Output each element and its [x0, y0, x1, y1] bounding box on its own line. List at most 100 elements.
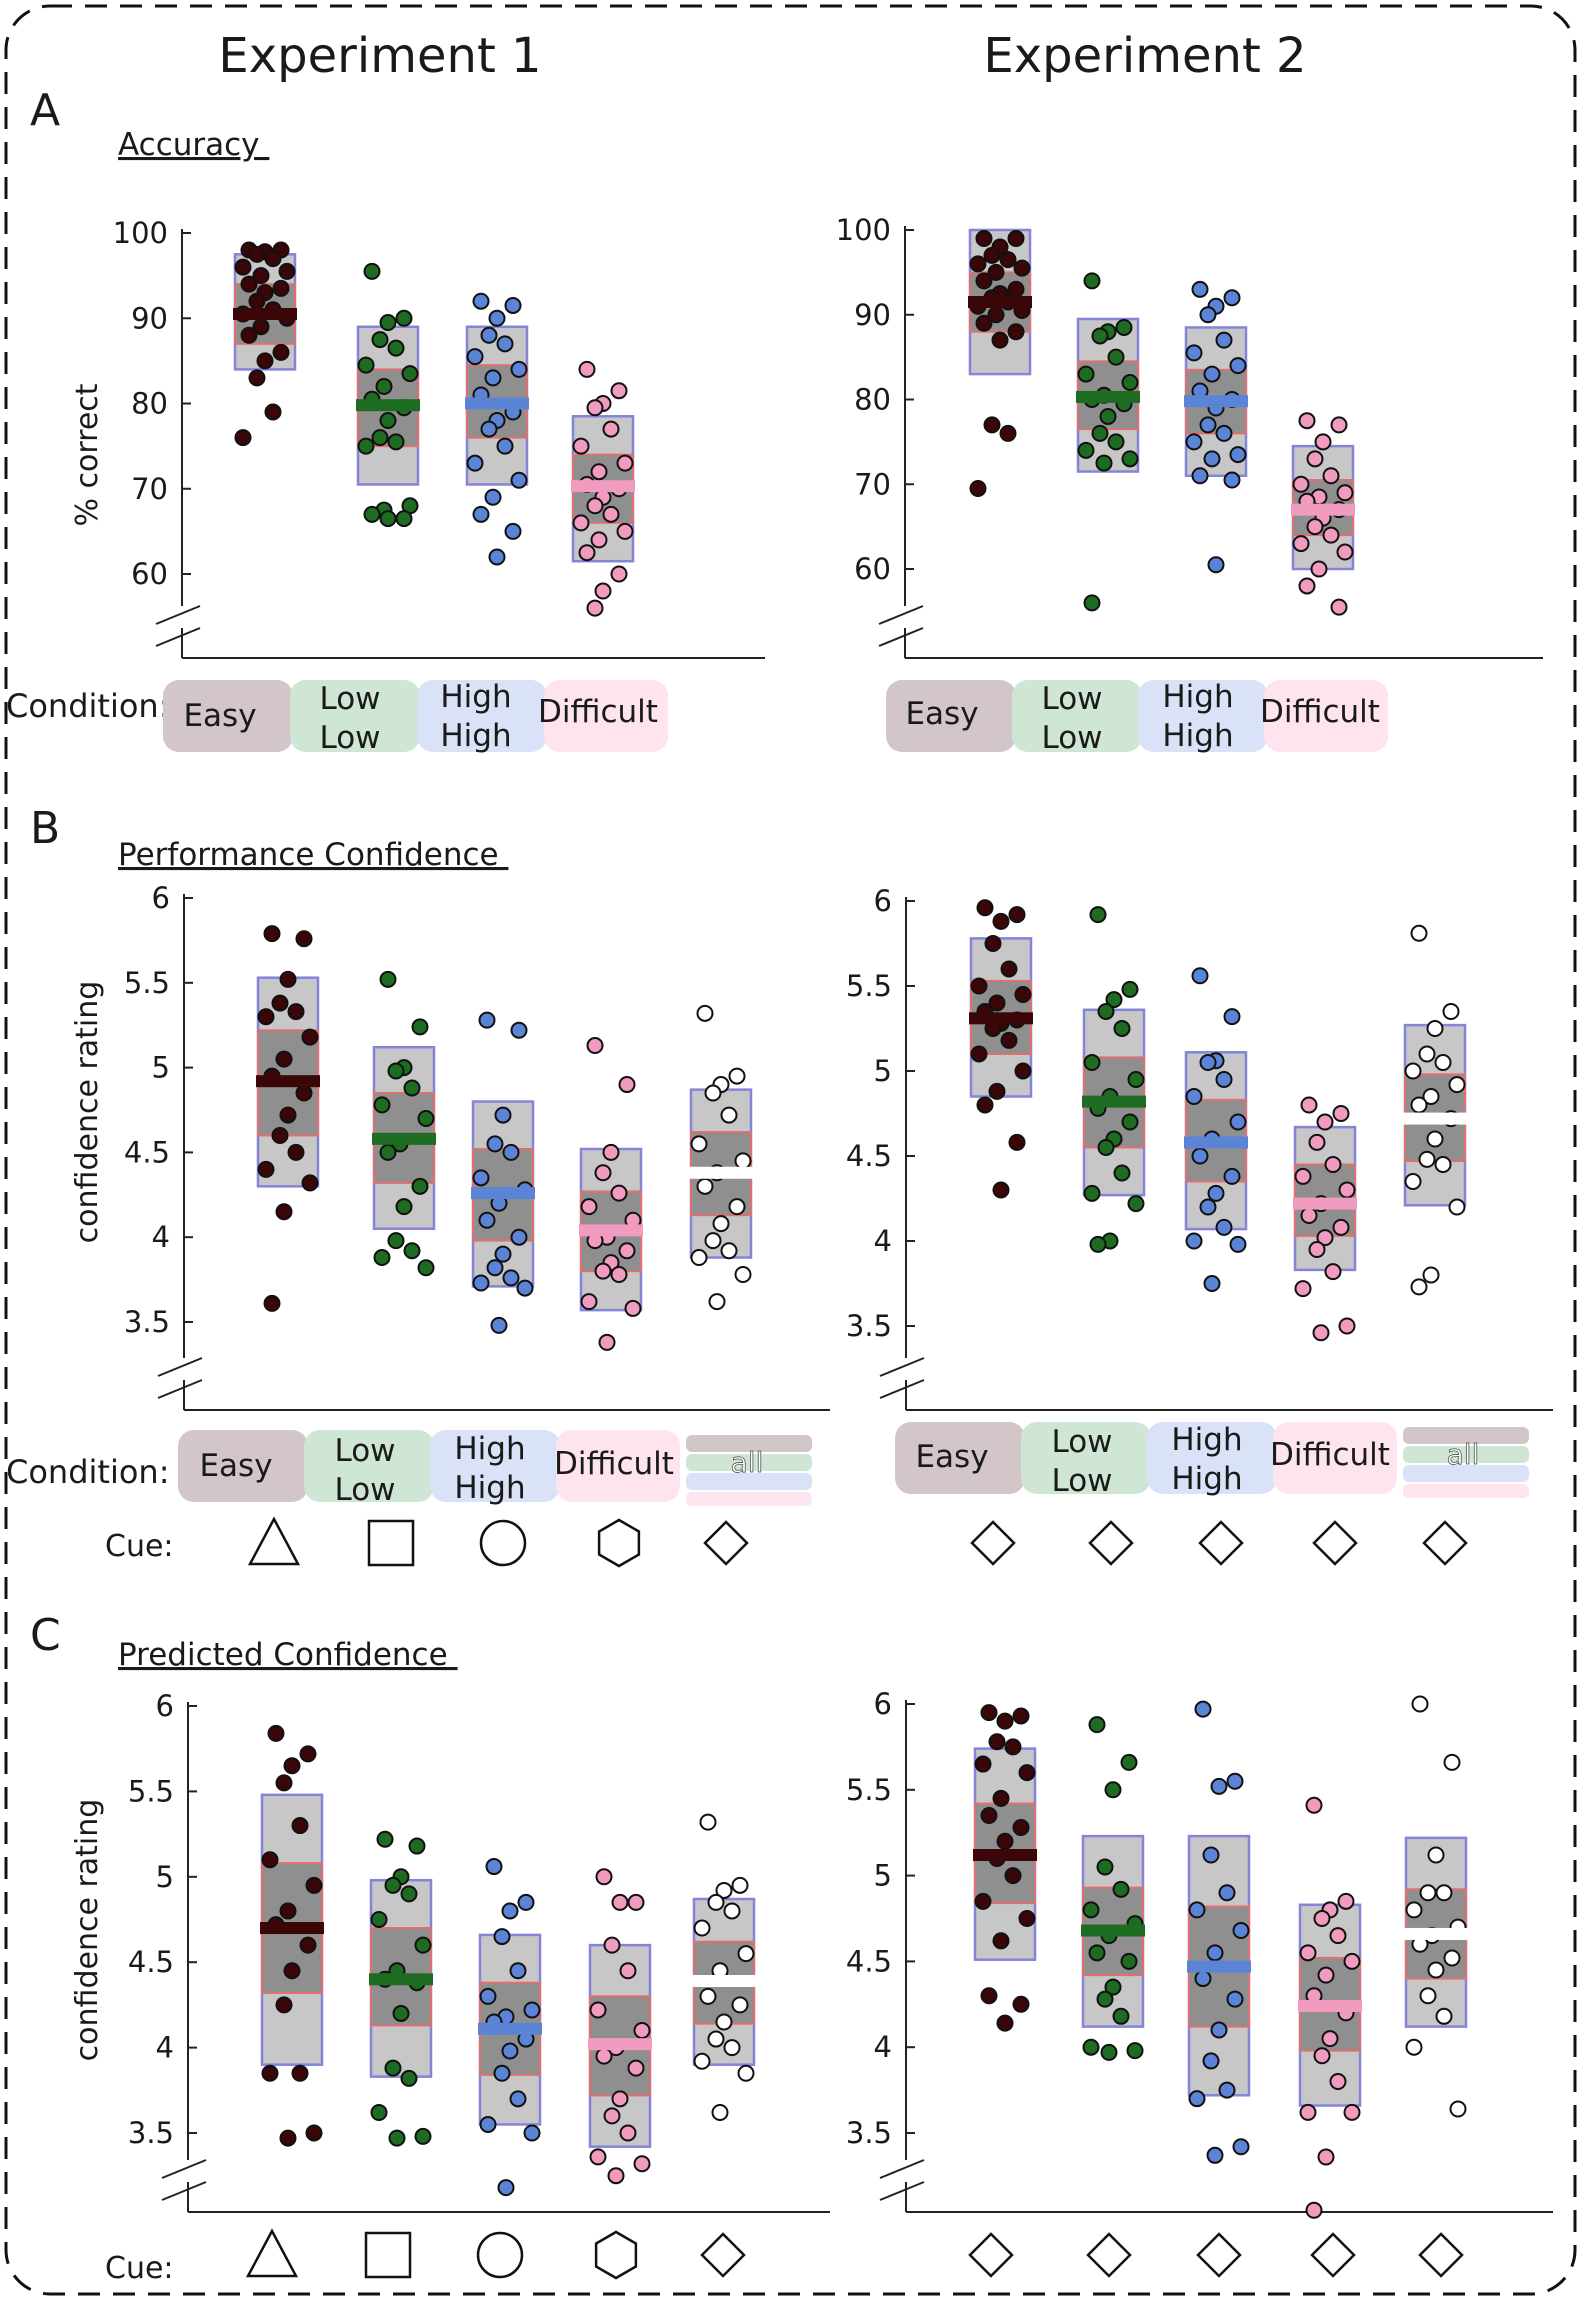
y-tick-label: 90	[854, 298, 891, 332]
axis-break-mark	[878, 605, 924, 625]
pill-lowlow	[304, 1430, 434, 1502]
data-point	[572, 514, 590, 532]
data-point	[1127, 1195, 1145, 1213]
data-point	[1113, 1020, 1131, 1037]
data-point	[1096, 1990, 1114, 2008]
mean-bar	[1081, 1924, 1145, 1937]
series-high-high	[1187, 1700, 1251, 2164]
data-point	[1104, 1978, 1122, 1996]
data-point	[618, 1242, 636, 1260]
series-easy	[969, 899, 1033, 1199]
y-tick-label: 3.5	[846, 2116, 892, 2150]
data-point	[1121, 450, 1139, 468]
data-point	[1191, 967, 1209, 985]
data-point	[1215, 1218, 1233, 1236]
chart-b1: 3.5 4 4.5 5 5.5 6	[124, 881, 830, 1411]
pill-all-stripe-lowlow	[686, 1454, 812, 1471]
data-point	[1107, 433, 1125, 451]
data-point	[611, 2090, 629, 2108]
data-point	[1422, 1088, 1440, 1105]
data-point	[690, 1135, 708, 1153]
data-point	[699, 1813, 717, 1831]
series-easy	[973, 1704, 1037, 2032]
data-point	[1418, 1150, 1436, 1168]
triangle-icon	[247, 1516, 301, 1566]
data-point	[384, 1876, 402, 1894]
mean-bar	[1184, 395, 1248, 408]
pill-lowlow-line1: Low	[1041, 681, 1102, 717]
data-point	[1215, 1071, 1233, 1088]
data-point	[1104, 1781, 1122, 1799]
cue-label-c: Cue:	[105, 2251, 174, 2286]
data-point	[248, 292, 266, 310]
data-point	[1105, 991, 1123, 1009]
data-point	[1306, 518, 1324, 536]
pill-highhigh	[1147, 1422, 1277, 1494]
data-point	[1426, 1020, 1444, 1037]
series-all	[1403, 924, 1467, 1296]
data-point	[257, 1008, 275, 1026]
data-point	[610, 565, 628, 583]
pill-difficult-label: Difficult	[538, 694, 658, 730]
pill-highhigh-line2: High	[1171, 1461, 1242, 1497]
data-point	[586, 399, 604, 417]
data-point	[734, 1152, 752, 1170]
data-point	[1077, 365, 1095, 383]
data-point	[261, 1851, 279, 1869]
data-point	[969, 255, 987, 273]
data-point	[1088, 1716, 1106, 1734]
data-point	[974, 1755, 992, 1773]
y-tick-label: 4	[874, 2030, 892, 2064]
undefined	[1312, 1520, 1358, 1566]
y-tick-label: 5	[874, 1859, 892, 1893]
panel-letter-b: B	[30, 803, 60, 854]
data-point	[403, 1079, 421, 1097]
data-point	[1082, 1901, 1100, 1919]
data-point	[1316, 1113, 1334, 1131]
mean-bar	[356, 399, 420, 412]
pill-easy	[886, 680, 1016, 752]
data-point	[1218, 1884, 1236, 1902]
condition-label-b: Condition:	[6, 1453, 169, 1491]
data-point	[271, 1126, 289, 1144]
mean-bar	[1404, 1927, 1468, 1940]
data-point	[283, 1757, 301, 1775]
cue-row-b	[247, 1516, 1468, 1568]
data-point	[486, 1135, 504, 1153]
data-point	[1199, 1198, 1217, 1216]
series-easy	[968, 228, 1032, 497]
data-point	[1299, 1944, 1317, 1962]
data-point	[586, 497, 604, 515]
data-point	[1018, 1764, 1036, 1782]
data-point	[484, 369, 502, 387]
data-point	[373, 1249, 391, 1267]
data-point	[234, 429, 252, 447]
data-point	[589, 2001, 607, 2019]
data-point	[723, 1902, 741, 1920]
header-experiment-2: Experiment 2	[983, 28, 1306, 84]
data-point	[510, 1021, 528, 1039]
data-point	[1127, 1071, 1145, 1088]
data-point	[1121, 1113, 1139, 1131]
data-point	[610, 1184, 628, 1202]
data-point	[737, 1945, 755, 1963]
data-point	[607, 2167, 625, 2185]
series-easy	[256, 925, 320, 1312]
series-difficult	[1291, 412, 1355, 616]
condition-row-b2: Easy Low Low High High Difficult all	[895, 1422, 1529, 1499]
y-tick-label: 60	[854, 552, 891, 586]
data-point	[1426, 1130, 1444, 1148]
pill-highhigh	[417, 680, 547, 752]
data-point	[414, 1936, 432, 1954]
data-point	[699, 1987, 717, 2005]
data-point	[1419, 1884, 1437, 1902]
data-point	[1083, 1184, 1101, 1202]
data-point	[1091, 327, 1109, 345]
data-point	[711, 2104, 729, 2122]
y-tick-label: 6	[874, 1687, 892, 1721]
data-point	[1199, 306, 1217, 324]
data-point	[1419, 1987, 1437, 2005]
data-point	[472, 1274, 490, 1292]
cue-row-c	[245, 2228, 1464, 2280]
undefined	[1418, 2232, 1464, 2278]
